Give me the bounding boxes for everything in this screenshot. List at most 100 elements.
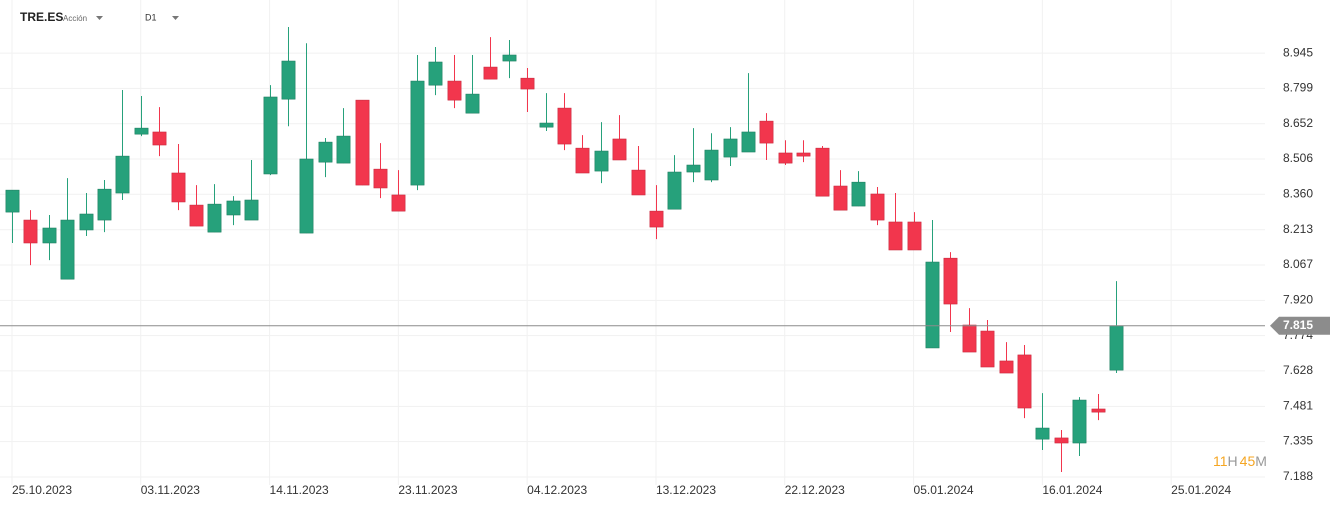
candle-body [447,80,462,101]
candle-body [575,147,590,174]
candle-body [759,120,774,144]
candle-body [870,193,885,221]
current-price-label: 7.815 [1283,318,1313,332]
candle-body [483,66,498,80]
candle-body [1035,427,1050,440]
candle-body [907,221,922,251]
candle-body [723,138,738,158]
y-tick-label: 7.188 [1283,469,1313,483]
instrument-type[interactable]: Acción [63,14,87,23]
x-tick-label: 04.12.2023 [527,483,587,497]
candle-body [391,194,406,212]
candle-body [539,122,554,128]
candle-body [502,54,517,62]
candle-body [612,138,627,161]
candle-body [79,213,94,231]
candle-body [557,107,572,145]
candle-body [428,61,443,86]
x-tick-label: 05.01.2024 [914,483,974,497]
countdown-hours-unit: H [1228,453,1238,469]
x-tick-label: 25.01.2024 [1171,483,1231,497]
x-tick-label: 25.10.2023 [12,483,72,497]
dropdown-caret[interactable] [172,16,179,20]
toolbar: TRE.ES Acción D1 [20,10,179,24]
timeframe[interactable]: D1 [145,12,157,22]
candle-body [686,164,701,173]
candle-body [1109,325,1124,371]
candle-body [999,360,1014,374]
x-tick-label: 14.11.2023 [270,483,329,497]
candle-body [962,324,977,353]
candle-body [263,96,278,175]
candle-body [336,135,351,164]
y-tick-label: 7.481 [1283,399,1313,413]
countdown-minutes-unit: M [1255,453,1267,469]
candle-body [373,168,388,189]
candle-body [134,127,149,135]
candle-body [189,204,204,227]
candle-body [815,147,830,197]
countdown-minutes: 45 [1240,453,1256,469]
candle-body [704,149,719,181]
candles [0,27,1265,472]
dropdown-caret[interactable] [96,16,103,20]
candle-body [649,210,664,228]
y-tick-label: 8.652 [1283,116,1313,130]
y-tick-label: 7.628 [1283,363,1313,377]
candle-body [520,77,535,90]
candle-body [42,227,57,244]
candle-body [1054,437,1069,444]
candle-body [1072,399,1087,444]
x-tick-label: 22.12.2023 [785,483,845,497]
candle-body [244,199,259,221]
candle-body [5,189,20,213]
candle-body [667,171,682,210]
candle-body [410,80,425,186]
candle-body [152,131,167,146]
countdown-hours: 11 [1213,453,1228,469]
candle-body [97,188,112,221]
candle-body [925,261,940,349]
candle-body [207,203,222,233]
y-tick-label: 8.067 [1283,257,1313,271]
candle-body [318,141,333,163]
candle-body [465,93,480,114]
candle-body [1091,408,1106,413]
candle-body [741,131,756,153]
y-tick-label: 8.799 [1283,80,1313,94]
axis-labels: 8.945 8.799 8.652 8.506 8.360 8.213 8.067 7.920… [12,45,1330,497]
y-tick-label: 7.335 [1283,434,1313,448]
y-tick-label: 8.360 [1283,186,1313,200]
y-tick-label: 7.920 [1283,293,1313,307]
candle-body [851,181,866,207]
y-tick-label: 8.945 [1283,45,1313,59]
candle-body [1017,354,1032,409]
symbol[interactable]: TRE.ES [20,10,63,24]
candle-body [980,330,995,368]
current-price-badge [1270,316,1330,335]
x-tick-label: 03.11.2023 [141,483,200,497]
candle-body [778,152,793,164]
candle-body [888,221,903,251]
candle-body [299,158,314,234]
candle-body [115,155,130,194]
candle-body [631,169,646,196]
candle-body [23,219,38,244]
candle-body [171,172,186,203]
x-tick-label: 13.12.2023 [656,483,716,497]
candle-body [281,60,296,100]
x-tick-label: 16.01.2024 [1042,483,1102,497]
candle-body [226,200,241,216]
y-tick-label: 8.213 [1283,222,1313,236]
candle-body [355,99,370,186]
candle-body [943,257,958,305]
candle-body [796,152,811,157]
candle-body [833,185,848,211]
x-tick-label: 23.11.2023 [398,483,457,497]
y-tick-label: 8.506 [1283,151,1313,165]
candle-body [60,219,75,280]
candle-body [594,150,609,172]
